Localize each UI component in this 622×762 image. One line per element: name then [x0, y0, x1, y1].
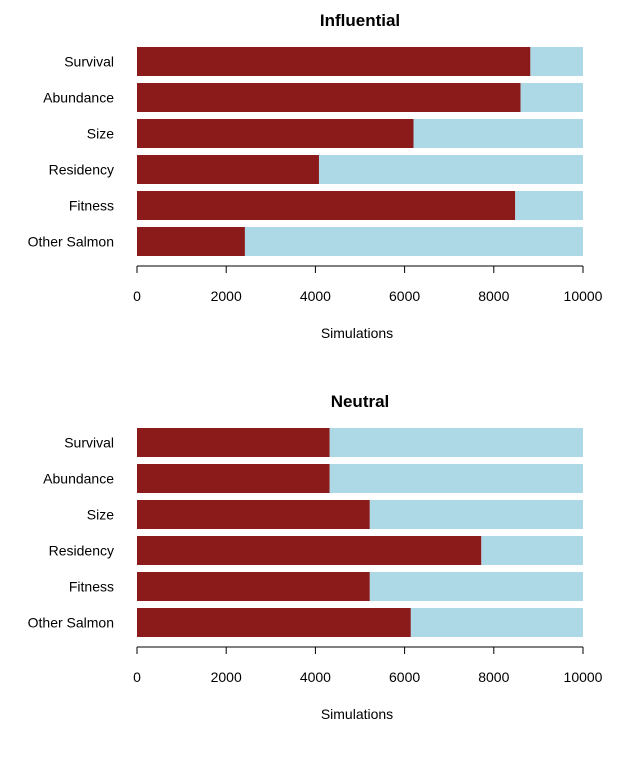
- category-label: Fitness: [69, 198, 114, 214]
- bar-other-salmon-segment-2: [410, 608, 583, 637]
- category-label: Residency: [49, 543, 114, 559]
- x-tick-label: 2000: [211, 669, 242, 685]
- x-tick-label: 6000: [389, 669, 420, 685]
- category-label: Abundance: [43, 471, 114, 487]
- x-tick-label: 4000: [300, 669, 331, 685]
- category-label: Size: [87, 126, 114, 142]
- x-tick-label: 6000: [389, 288, 420, 304]
- bar-fitness-segment-1: [137, 572, 370, 601]
- bar-survival-segment-1: [137, 428, 330, 457]
- chart-title: Influential: [320, 11, 400, 30]
- chart-panel-2: Neutral Survival Abundance Size Residency Fit…: [28, 392, 603, 722]
- bar-residency-segment-1: [137, 155, 319, 184]
- category-label: Abundance: [43, 90, 114, 106]
- bar-residency-segment-2: [318, 155, 583, 184]
- x-tick-label: 8000: [478, 288, 509, 304]
- bar-residency-segment-1: [137, 536, 482, 565]
- bar-abundance-segment-1: [137, 464, 330, 493]
- x-tick-label: 4000: [300, 288, 331, 304]
- bar-fitness-segment-1: [137, 191, 516, 220]
- x-axis-label: Simulations: [321, 706, 393, 722]
- x-tick-label: 10000: [564, 288, 603, 304]
- x-tick-label: 0: [133, 288, 141, 304]
- bar-abundance-segment-2: [329, 464, 583, 493]
- bar-size-segment-1: [137, 119, 414, 148]
- category-label: Other Salmon: [28, 234, 114, 250]
- x-tick-label: 8000: [478, 669, 509, 685]
- x-tick-label: 0: [133, 669, 141, 685]
- bar-survival-segment-2: [530, 47, 583, 76]
- bar-abundance-segment-1: [137, 83, 521, 112]
- category-label: Size: [87, 507, 114, 523]
- bar-survival-segment-2: [329, 428, 583, 457]
- chart-panel-1: Influential Survival Abundance Size Residenc…: [28, 11, 603, 341]
- x-axis-label: Simulations: [321, 325, 393, 341]
- category-label: Fitness: [69, 579, 114, 595]
- x-tick-label: 2000: [211, 288, 242, 304]
- category-label: Survival: [64, 435, 114, 451]
- bar-survival-segment-1: [137, 47, 531, 76]
- bar-fitness-segment-2: [515, 191, 583, 220]
- bar-size-segment-2: [369, 500, 583, 529]
- category-label: Survival: [64, 54, 114, 70]
- category-label: Other Salmon: [28, 615, 114, 631]
- bar-other-salmon-segment-1: [137, 227, 245, 256]
- x-tick-label: 10000: [564, 669, 603, 685]
- bar-fitness-segment-2: [369, 572, 583, 601]
- category-label: Residency: [49, 162, 114, 178]
- bar-other-salmon-segment-2: [244, 227, 583, 256]
- bar-size-segment-1: [137, 500, 370, 529]
- chart-title: Neutral: [331, 392, 390, 411]
- bar-size-segment-2: [413, 119, 583, 148]
- bar-residency-segment-2: [481, 536, 583, 565]
- bar-other-salmon-segment-1: [137, 608, 411, 637]
- bar-abundance-segment-2: [520, 83, 583, 112]
